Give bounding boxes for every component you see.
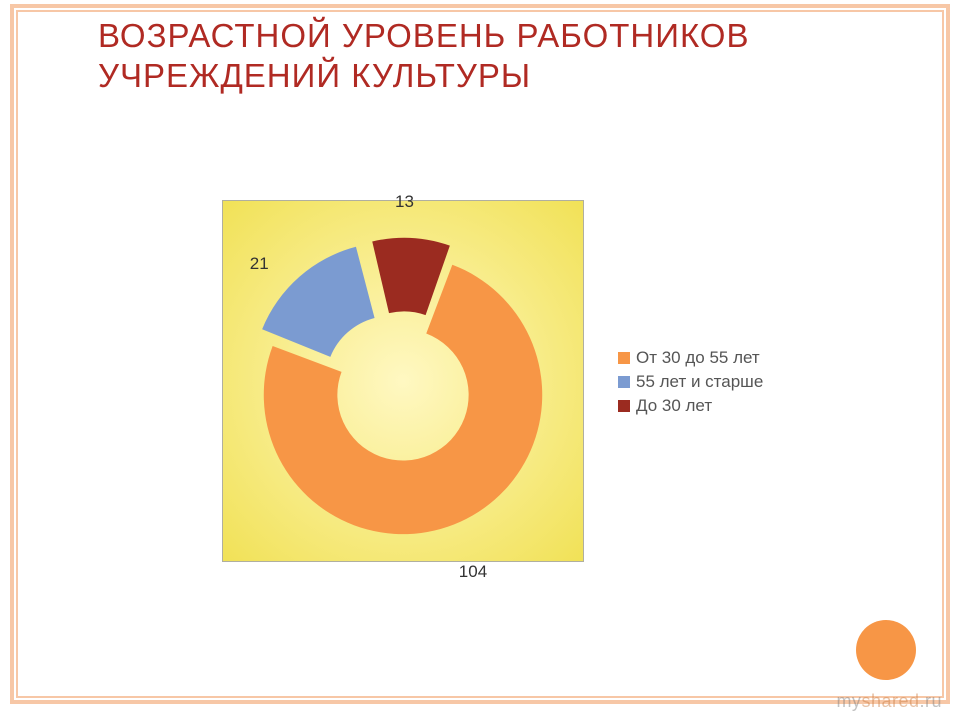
slide-frame: ВОЗРАСТНОЙ УРОВЕНЬ РАБОТНИКОВ УЧРЕЖДЕНИЙ… — [10, 4, 950, 704]
chart-legend: От 30 до 55 лет 55 лет и старше До 30 лет — [618, 344, 763, 420]
legend-item: От 30 до 55 лет — [618, 348, 763, 368]
watermark-part2: shared — [861, 691, 919, 711]
donut-chart-svg — [223, 201, 583, 561]
legend-label: От 30 до 55 лет — [636, 348, 760, 368]
legend-swatch — [618, 400, 630, 412]
corner-decoration-circle — [856, 620, 916, 680]
legend-swatch — [618, 352, 630, 364]
legend-swatch — [618, 376, 630, 388]
legend-label: До 30 лет — [636, 396, 712, 416]
watermark-part1: my — [836, 691, 861, 711]
slice-value-label: 104 — [459, 562, 487, 582]
slice-value-label: 13 — [395, 192, 414, 212]
legend-item: До 30 лет — [618, 396, 763, 416]
legend-label: 55 лет и старше — [636, 372, 763, 392]
watermark-suffix: .ru — [919, 691, 942, 711]
legend-item: 55 лет и старше — [618, 372, 763, 392]
watermark: myshared.ru — [836, 691, 942, 712]
page-title: ВОЗРАСТНОЙ УРОВЕНЬ РАБОТНИКОВ УЧРЕЖДЕНИЙ… — [98, 16, 838, 95]
slice-value-label: 21 — [250, 254, 269, 274]
donut-chart-panel: 1042113 — [222, 200, 584, 562]
